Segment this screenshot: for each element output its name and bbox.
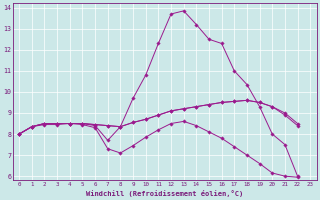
- X-axis label: Windchill (Refroidissement éolien,°C): Windchill (Refroidissement éolien,°C): [86, 190, 243, 197]
